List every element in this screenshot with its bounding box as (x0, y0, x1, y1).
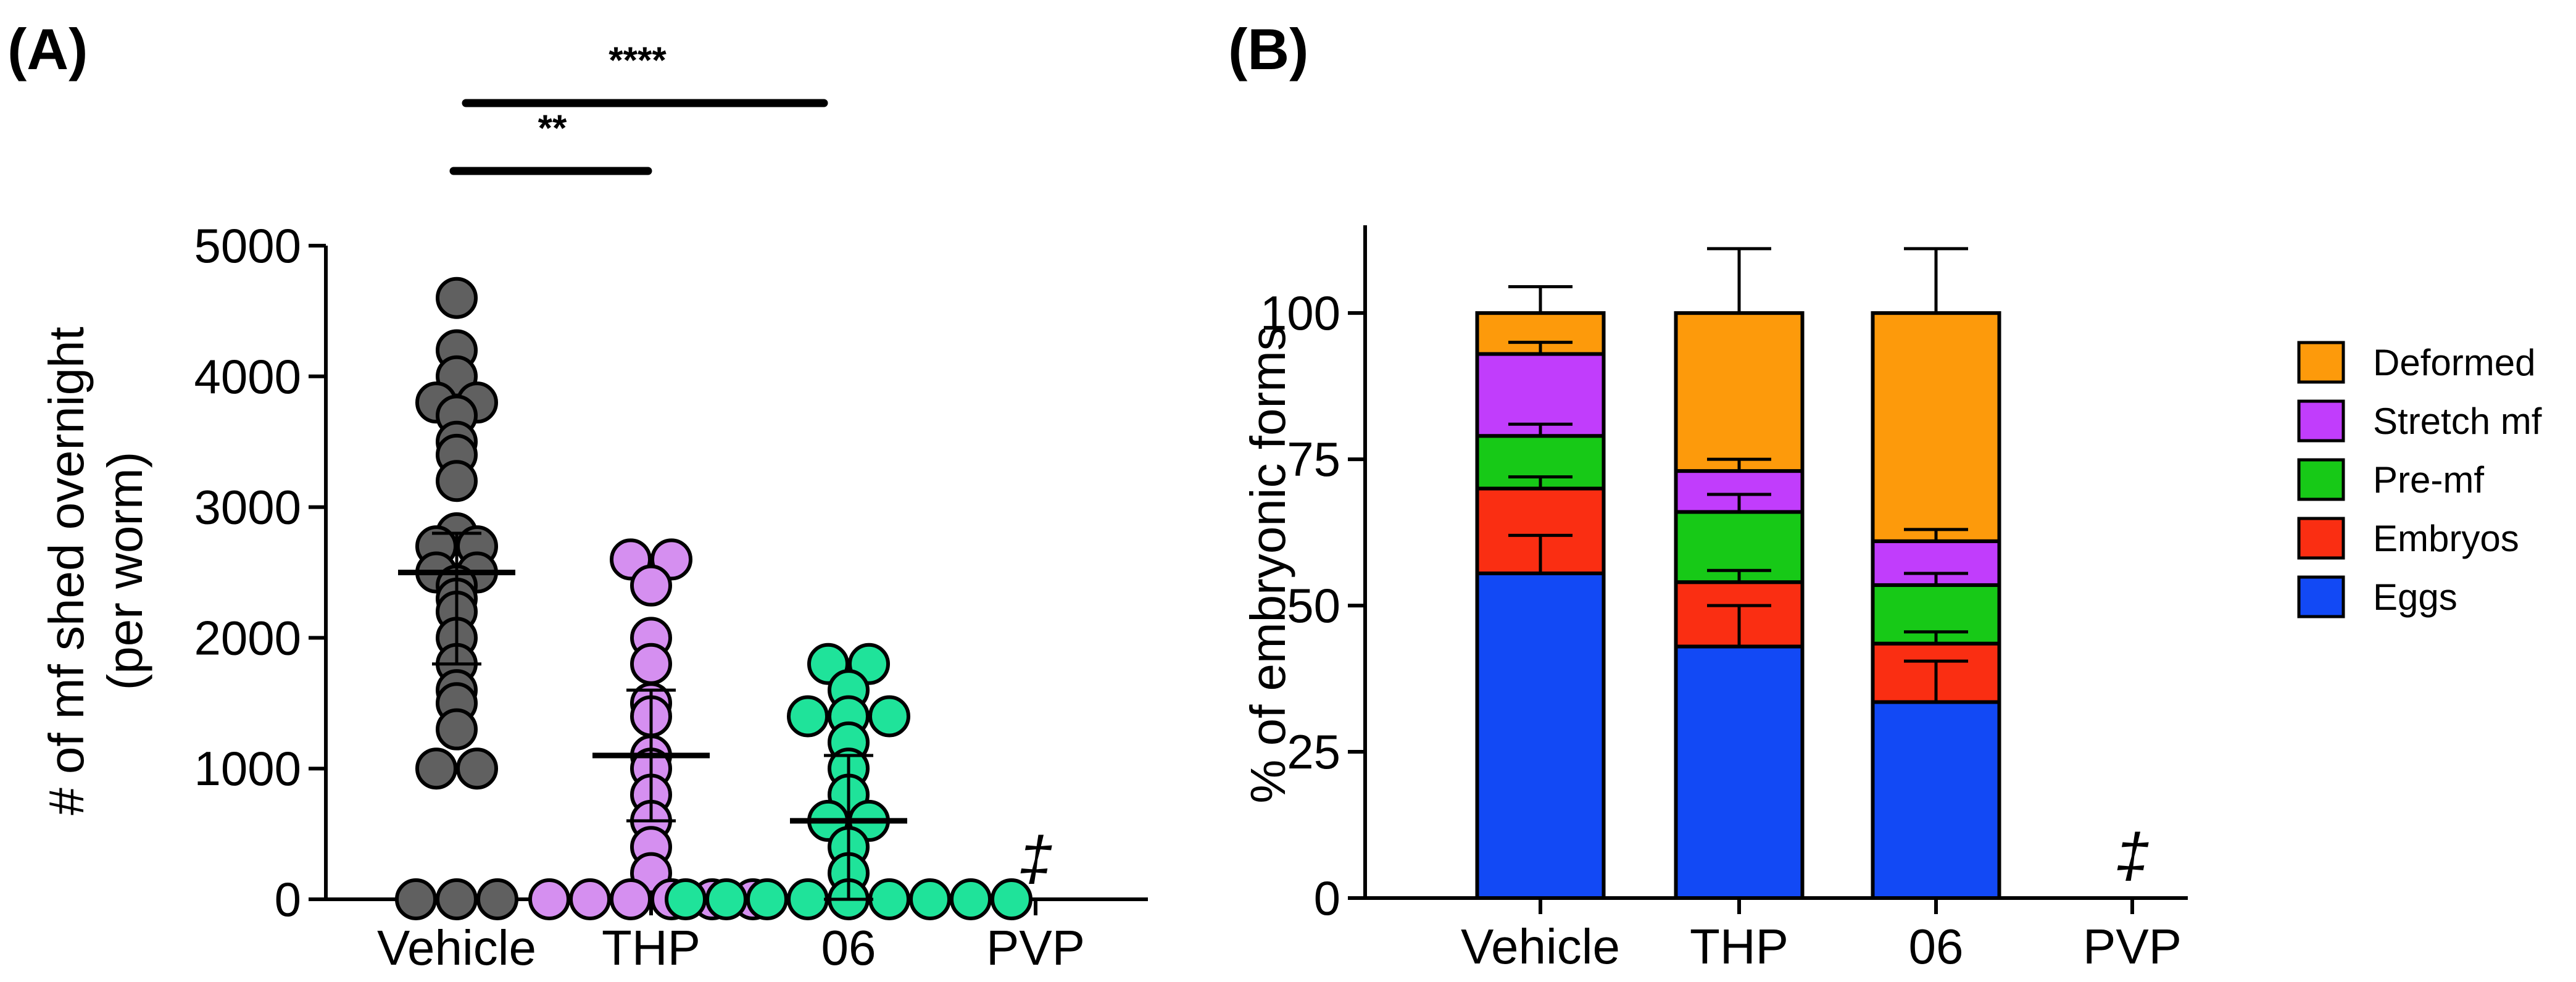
panel-a-point-thp (569, 878, 611, 920)
panel-b-legend: Deformed Stretch mf Pre-mf Embryos Eggs (2297, 341, 2542, 618)
legend-label-stretch-mf: Stretch mf (2373, 401, 2542, 442)
legend-swatch-stretch-mf (2297, 399, 2345, 443)
panel-a-point-06 (868, 878, 910, 920)
panel-a-y-tick-label: 3000 (194, 480, 301, 535)
panel-a-x-tick-label: THP (602, 920, 700, 975)
legend-label-deformed: Deformed (2373, 342, 2535, 383)
panel-a-point-06 (950, 878, 992, 920)
panel-b-label: (B) (1228, 17, 1309, 81)
legend-label-embryos: Embryos (2373, 518, 2519, 559)
panel-a-point-thp (528, 878, 570, 920)
panel-b-x-tick-label: THP (1690, 919, 1789, 974)
panel-b-x-tick-label: Vehicle (1461, 919, 1620, 974)
panel-b-plot: 0 25 50 75 100 Vehicle THP 06 PVP ‡ (1260, 225, 2188, 974)
panel-b-absent-marker: ‡ (2115, 821, 2150, 890)
panel-a-point-vehicle (476, 878, 518, 920)
panel-a-point-thp (630, 564, 672, 607)
panel-a-y-tick-label: 0 (275, 872, 301, 926)
panel-b-x-tick-label: 06 (1909, 919, 1964, 974)
panel-b-x-tick-label: PVP (2083, 919, 2182, 974)
panel-b-bar-eggs (1871, 700, 2001, 900)
panel-a-x-tick-label: PVP (986, 920, 1085, 975)
panel-a-significance-label: **** (609, 40, 667, 81)
panel-a-x-tick-label: 06 (821, 920, 876, 975)
panel-b-bar-deformed (1871, 311, 2001, 543)
legend-swatch-pre-mf (2297, 458, 2345, 501)
legend-swatch-eggs (2297, 575, 2345, 618)
panel-a-point-06 (705, 878, 747, 920)
panel-a-absent-marker: ‡ (1018, 824, 1053, 893)
panel-a-label: (A) (7, 17, 88, 81)
panel-a-point-vehicle (395, 878, 437, 920)
panel-b-y-tick-label: 100 (1260, 286, 1340, 340)
panel-a-point-06 (787, 695, 829, 738)
panel-a-y-tick-label: 5000 (194, 218, 301, 273)
legend-label-pre-mf: Pre-mf (2373, 459, 2484, 501)
panel-a-point-vehicle (456, 747, 498, 790)
panel-a-y-tick-label: 2000 (194, 610, 301, 665)
panel-a-point-vehicle (415, 747, 457, 790)
panel-a-point-thp (610, 878, 652, 920)
panel-a-point-thp (630, 643, 672, 685)
panel-b-y-tick-label: 50 (1287, 578, 1340, 633)
panel-a-point-06 (787, 878, 829, 920)
panel-b-ylabel: % of embryonic forms (1240, 326, 1295, 804)
panel-b-y-tick-label: 25 (1287, 725, 1340, 779)
panel-b-bar-eggs (1674, 644, 1805, 901)
panel-a-y-tick-label: 1000 (194, 741, 301, 796)
panel-a-point-06 (991, 878, 1032, 920)
panel-b-y-tick-label: 75 (1287, 432, 1340, 486)
panel-b-y-tick-label: 0 (1314, 871, 1340, 925)
panel-a-x-tick-label: Vehicle (377, 920, 536, 975)
panel-b-bar-deformed (1674, 311, 1805, 473)
panel-b-bar-eggs (1475, 571, 1606, 900)
panel-a-ylabel-line2: (per worm) (98, 452, 152, 691)
panel-a-point-vehicle (436, 460, 478, 502)
legend-label-eggs: Eggs (2373, 576, 2458, 618)
panel-a-point-06 (868, 695, 910, 738)
panel-a-point-06 (909, 878, 951, 920)
panel-a-ylabel-line1: # of mf shed overnight (39, 327, 94, 815)
legend-swatch-embryos (2297, 517, 2345, 560)
panel-a-y-tick-label: 4000 (194, 349, 301, 404)
panel-a-point-vehicle (436, 878, 478, 920)
legend-swatch-deformed (2297, 341, 2345, 384)
panel-a-point-06 (665, 878, 707, 920)
panel-a-point-vehicle (436, 708, 478, 751)
panel-a-point-06 (746, 878, 788, 920)
panel-a-significance-label: ** (538, 107, 567, 149)
panel-a-point-vehicle (436, 277, 478, 319)
